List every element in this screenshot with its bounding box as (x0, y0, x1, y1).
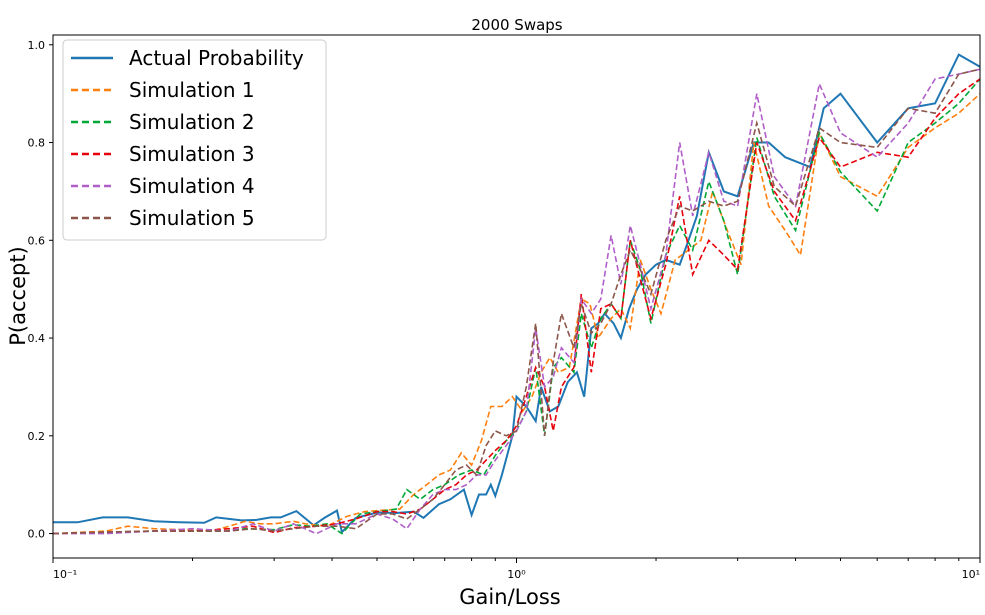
legend-label-0: Actual Probability (129, 46, 304, 70)
legend-label-2: Simulation 2 (129, 110, 255, 134)
series-line-5 (52, 68, 981, 535)
y-axis: 0.0 0.2 0.4 0.6 0.8 1.0 (28, 39, 53, 541)
y-tick-label: 1.0 (28, 39, 46, 52)
x-axis-label: Gain/Loss (459, 585, 560, 609)
legend-label-5: Simulation 5 (129, 206, 255, 230)
chart-title: 2000 Swaps (471, 16, 562, 34)
y-axis-label: P(accept) (6, 246, 30, 346)
y-tick-label: 0.2 (28, 430, 46, 443)
legend-label-4: Simulation 4 (129, 174, 255, 198)
legend: Actual Probability Simulation 1 Simulation… (62, 39, 327, 241)
x-axis: 10⁻¹ 10⁰ 10¹ (52, 558, 981, 581)
y-tick-label: 0.8 (28, 137, 46, 150)
series-line-2 (52, 78, 981, 535)
legend-label-1: Simulation 1 (129, 78, 255, 102)
x-tick-label: 10⁰ (507, 568, 526, 581)
x-tick-label: 10⁻¹ (53, 568, 77, 581)
series-line-3 (52, 78, 981, 535)
series-line-0 (53, 53, 981, 535)
y-tick-label: 0.6 (28, 234, 46, 247)
y-tick-label: 0.4 (28, 332, 46, 345)
plot-lines (52, 53, 981, 535)
y-tick-label: 0.0 (28, 528, 46, 541)
x-tick-label: 10¹ (962, 568, 980, 581)
legend-box (62, 39, 327, 241)
legend-label-3: Simulation 3 (129, 142, 255, 166)
series-line-1 (52, 93, 981, 535)
